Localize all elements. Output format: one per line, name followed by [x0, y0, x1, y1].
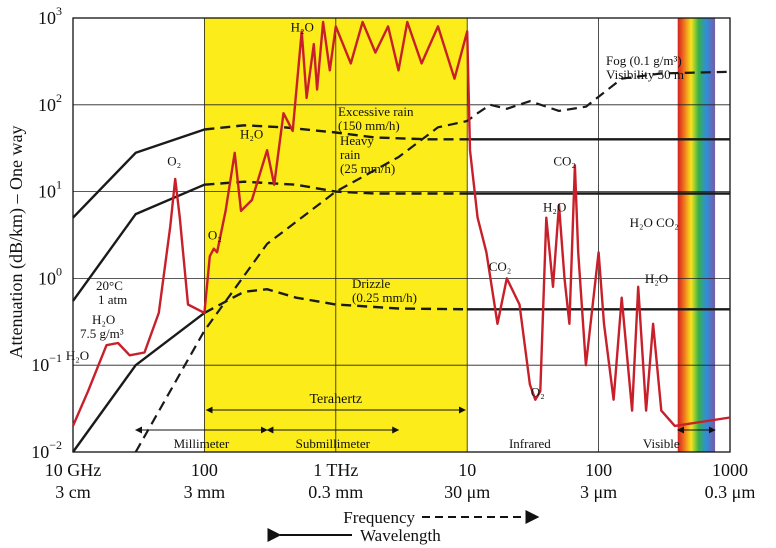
y-tick-label: 10−2	[31, 438, 62, 462]
annotation-h2o-mid: H₂O	[240, 126, 263, 141]
x-tick-frequency: 1 THz	[313, 460, 358, 480]
grid-lines	[73, 18, 730, 452]
annotation-o2-60: O₂	[167, 153, 181, 168]
series-label: Fog (0.1 g/m³) Visibility 50 m	[606, 53, 684, 82]
x-tick-frequency: 1000	[712, 460, 748, 480]
x-tick-frequency: 10 GHz	[45, 460, 102, 480]
conditions-label: 20°C 1 atm H₂O 7.5 g/m³	[80, 278, 127, 341]
x-tick-wavelength: 30 μm	[444, 482, 490, 502]
annotation-h2o-vis: H₂O	[645, 271, 668, 286]
visible-spectrum-band	[677, 18, 716, 452]
frequency-label: Frequency	[343, 508, 415, 527]
annotation-h2o-22: H₂O	[66, 348, 89, 363]
series-label: Heavy rain (25 mm/h)	[340, 133, 395, 176]
y-tick-label: 101	[38, 178, 62, 202]
series-drizzle	[72, 311, 206, 453]
y-tick-labels: 10−2 10−1 100 101 102 103	[31, 4, 62, 462]
series-label: Excessive rain (150 mm/h)	[338, 104, 414, 133]
series-group	[71, 20, 731, 453]
annotation-co2-b: CO₂	[489, 259, 512, 274]
annotation-o2-118: O₂	[208, 227, 222, 242]
series-drizzle-thz	[203, 287, 468, 314]
series-excessive-rain	[72, 128, 205, 219]
x-tick-wavelength: 3 cm	[55, 482, 91, 502]
series-atmospheric-gases	[71, 20, 731, 428]
band-label-infrared: Infrared	[509, 436, 551, 451]
x-tick-wavelength: 0.3 mm	[308, 482, 363, 502]
wavelength-label: Wavelength	[360, 526, 441, 545]
x-tick-wavelength: 3 μm	[580, 482, 617, 502]
y-tick-label: 103	[38, 4, 62, 28]
x-tick-wavelength: 3 mm	[184, 482, 226, 502]
y-tick-label: 100	[38, 264, 62, 288]
x-tick-wavelength: 0.3 μm	[705, 482, 756, 502]
x-tick-frequency: 100	[191, 460, 218, 480]
band-labels: Millimeter Submillimeter Infrared Visible Te…	[134, 392, 716, 451]
series-fog	[134, 70, 731, 453]
band-label-millimeter: Millimeter	[174, 436, 230, 451]
plot-frame	[72, 17, 731, 453]
band-label-terahertz: Terahertz	[309, 392, 362, 407]
annotation-co2-a: CO₂	[553, 153, 576, 168]
series-label: Drizzle (0.25 mm/h)	[352, 276, 417, 305]
series-heavy-rain	[72, 183, 205, 302]
annotation-h2o-top: H₂O	[291, 19, 314, 34]
band-label-visible: Visible	[643, 436, 680, 451]
y-tick-label: 10−1	[31, 351, 62, 375]
annotation-o2-ir: O₂	[531, 384, 545, 399]
annotations: Excessive rain (150 mm/h)Heavy rain (25 mm/…	[66, 19, 684, 399]
y-axis-label: Attenuation (dB/km) – One way	[6, 126, 27, 359]
y-tick-label: 102	[38, 91, 62, 115]
x-tick-frequency: 100	[585, 460, 612, 480]
series-heavy-rain-thz	[204, 180, 468, 195]
x-tick-frequency: 10	[458, 460, 476, 480]
annotation-h2o-ir1: H₂O	[543, 200, 566, 215]
series-excessive-rain-thz	[204, 124, 468, 141]
band-label-submillimeter: Submillimeter	[296, 436, 371, 451]
annotation-h2o-co2: H₂O CO₂	[630, 215, 679, 230]
